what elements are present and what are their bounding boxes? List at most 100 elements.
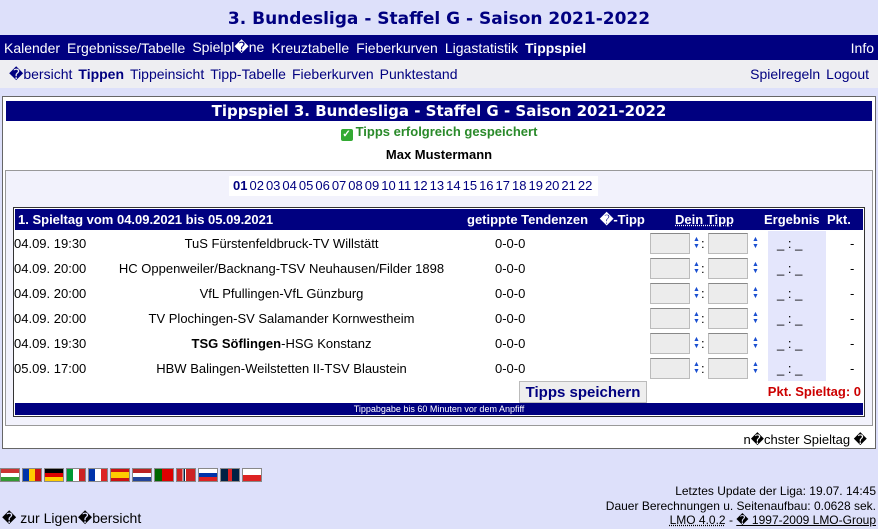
home-tip-spinner[interactable]: ▲ ▼ [693,336,700,350]
rules-link[interactable]: Spielregeln [750,66,821,82]
team-separator: - [279,286,284,301]
tipp-box: 01 02 03 04 05 06 07 08 09 10 11 12 13 14 15 16 17 18 19 20… [5,170,873,426]
sub-nav: �bersicht Tippen Tippeinsicht Tipp-Tabelle F… [0,60,878,88]
away-tip-input[interactable] [708,358,748,379]
matchday-link[interactable]: 21 [561,178,576,193]
away-tip-spinner[interactable]: ▲ ▼ [752,261,759,275]
copyright-link[interactable]: � 1997-2009 LMO-Group [736,513,876,527]
matchday-link[interactable]: 10 [381,178,396,193]
away-team: TSV Neuhausen/Filder 1898 [280,261,445,276]
match-time: 04.09. 19:30 [14,236,87,251]
matchday-link[interactable]: 20 [544,178,560,193]
save-tips-button[interactable]: Tipps speichern [519,381,647,403]
home-tip-spinner[interactable]: ▲ ▼ [693,286,700,300]
home-tip-input[interactable] [650,333,690,354]
matchday-link[interactable]: 04 [282,178,297,193]
matchday-link[interactable]: 06 [315,178,330,193]
home-team: HBW Balingen-Weilstetten II [156,361,321,376]
away-tip-input[interactable] [708,233,748,254]
tip-colon: : [701,236,705,251]
flag-de-icon[interactable] [44,468,64,482]
col-tendencies: getippte Tendenzen [467,212,589,227]
subnav-item[interactable]: Tippeinsicht [130,66,205,82]
flag-no-icon[interactable] [176,468,196,482]
nav-item[interactable]: Ligastatistik [444,39,518,56]
nav-item[interactable]: Kalender [4,39,61,56]
home-tip-input[interactable] [650,358,690,379]
matchday-link[interactable]: 01 [233,178,248,193]
matchday-link[interactable]: 16 [479,178,494,193]
away-tip-spinner[interactable]: ▲ ▼ [752,361,759,375]
away-tip-spinner[interactable]: ▲ ▼ [752,311,759,325]
nav-item[interactable]: Ergebnisse/Tabelle [67,39,186,56]
nav-item[interactable]: Tippspiel [525,39,587,56]
match-time: 04.09. 20:00 [14,311,87,326]
home-tip-spinner[interactable]: ▲ ▼ [693,261,700,275]
home-tip-spinner[interactable]: ▲ ▼ [693,361,700,375]
matchday-link[interactable]: 19 [528,178,543,193]
home-tip-spinner[interactable]: ▲ ▼ [693,311,700,325]
matchday-link[interactable]: 14 [446,178,461,193]
matchday-link[interactable]: 13 [429,178,445,193]
nav-item[interactable]: Kreuztabelle [271,39,350,56]
subnav-item[interactable]: Fieberkurven [291,66,374,82]
away-tip-input[interactable] [708,283,748,304]
flag-pt-icon[interactable] [154,468,174,482]
matchday-link[interactable]: 09 [364,178,380,193]
matchday-link[interactable]: 05 [298,178,314,193]
away-tip-input[interactable] [708,258,748,279]
matchday-link[interactable]: 02 [249,178,264,193]
matchday-link[interactable]: 15 [462,178,478,193]
result: _ : _ [777,236,803,251]
away-team: SV Salamander Kornwestheim [237,311,415,326]
flag-nl-icon[interactable] [132,468,152,482]
flag-si-icon[interactable] [198,468,218,482]
flag-it-icon[interactable] [66,468,86,482]
flag-cz-icon[interactable] [242,468,262,482]
away-tip-input[interactable] [708,333,748,354]
subnav-item[interactable]: Tipp-Tabelle [210,66,286,82]
table-row: 04.09. 19:30 TSG Söflingen-HSG Konstanz 0-… [14,331,864,356]
away-team: TV Willstätt [312,236,379,251]
tendencies: 0-0-0 [495,311,526,326]
away-tip-spinner[interactable]: ▲ ▼ [752,236,759,250]
matchday-link[interactable]: 17 [495,178,510,193]
subnav-item[interactable]: Tippen [78,66,125,82]
matchday-link[interactable]: 07 [331,178,347,193]
matchday-link[interactable]: 18 [512,178,527,193]
page-title: 3. Bundesliga - Staffel G - Saison 2021-… [227,9,651,29]
home-tip-input[interactable] [650,258,690,279]
home-tip-input[interactable] [650,308,690,329]
subnav-item[interactable]: Punktestand [379,66,458,82]
back-to-leagues-link[interactable]: � zur Ligen�bersicht [2,510,142,526]
tip-colon: : [701,261,705,276]
away-tip-spinner[interactable]: ▲ ▼ [752,336,759,350]
matchday-link[interactable]: 08 [348,178,363,193]
next-matchday-link[interactable]: n�chster Spieltag � [743,432,868,447]
flag-hu-icon[interactable] [0,468,20,482]
home-tip-spinner[interactable]: ▲ ▼ [693,236,700,250]
matchday-link[interactable]: 12 [413,178,428,193]
result: _ : _ [777,311,803,326]
nav-item[interactable]: Spielpl�ne [192,39,265,55]
lmo-version[interactable]: LMO 4.0.2 [669,513,726,527]
home-tip-input[interactable] [650,233,690,254]
nav-info[interactable]: Info [850,39,874,56]
flag-ro-icon[interactable] [22,468,42,482]
away-tip-input[interactable] [708,308,748,329]
flag-es-icon[interactable] [110,468,130,482]
flag-gb-icon[interactable] [220,468,240,482]
nav-item[interactable]: Fieberkurven [356,39,438,56]
matchday-link[interactable]: 11 [397,178,412,193]
away-tip-spinner[interactable]: ▲ ▼ [752,286,759,300]
home-tip-input[interactable] [650,283,690,304]
matchday-link[interactable]: 03 [265,178,281,193]
matchday-link[interactable]: 22 [577,178,593,193]
logout-link[interactable]: Logout [826,66,869,82]
points: - [850,361,855,376]
subnav-item[interactable]: �bersicht [9,65,73,82]
flag-fr-icon[interactable] [88,468,108,482]
team-separator: - [308,236,313,251]
tendencies: 0-0-0 [495,336,526,351]
points: - [850,336,855,351]
